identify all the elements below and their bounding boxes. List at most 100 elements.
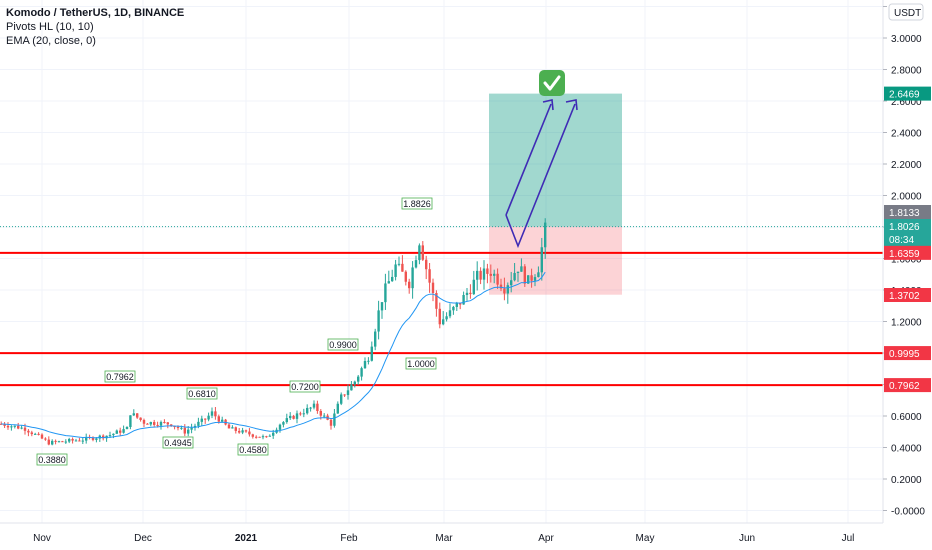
candle-body [122,429,125,433]
stop-zone [489,226,622,295]
symbol-title[interactable]: Komodo / TetherUS, 1D, BINANCE [6,7,185,19]
candle-body [377,310,380,332]
candle-body [23,427,27,431]
candle-body [537,272,540,278]
candle-body [476,270,479,280]
candle-body [78,440,81,442]
candle-body [418,245,421,261]
price-tag-label: 2.6469 [889,90,920,101]
pivot-box [289,380,321,393]
candle-body [482,268,486,280]
candle-body [197,421,200,426]
candle-body [452,306,455,311]
time-tick-label: Apr [538,533,554,544]
candle-body [316,403,319,412]
candle-body [380,302,384,311]
candle-body [47,439,50,445]
candle-body [292,415,295,419]
pivot-box [104,370,136,383]
time-axis[interactable]: Nov Dec 2021 Feb Mar Apr May Jun Jul [0,522,932,550]
candle-body [40,434,44,439]
candle-body [132,413,135,416]
time-tick-label: Jul [842,533,855,544]
candle-body [234,427,237,431]
candle-body [295,413,299,419]
candle-body [170,424,173,427]
candle-body [506,285,509,294]
projection-arrows[interactable] [505,99,578,249]
candle-body [411,267,414,289]
price-tag: 1.8133 [884,205,931,219]
price-tick-label: 2.8000 [891,66,922,77]
price-axis[interactable]: 3.20003.00002.80002.60002.40002.20002.00… [882,0,932,550]
indicator-pivots[interactable]: Pivots HL (10, 10) [6,21,94,33]
candle-body [544,222,547,248]
candle-body [493,273,496,276]
candle-body [408,281,411,289]
candle-body [540,247,543,273]
candle-body [265,436,268,438]
candle-body [91,437,95,440]
candle-body [323,415,326,417]
price-tick-label: 2.6000 [891,97,922,108]
candle-body [391,276,394,282]
candle-body [34,433,37,435]
candle-body [71,438,74,441]
time-tick-label: Nov [33,533,51,544]
candle-body [156,424,159,426]
candle-body [153,422,156,425]
candle-body [302,413,305,415]
candle-body [479,270,482,280]
price-tick-label: 3.0000 [891,34,922,45]
candle-body [214,411,217,417]
time-tick-label: Dec [134,533,152,544]
chart-legend: Komodo / TetherUS, 1D, BINANCE Pivots HL… [6,6,184,48]
candle-body [329,419,333,426]
candle-body [343,394,346,396]
price-tag-label: 1.6359 [889,249,920,260]
candle-body [149,422,152,425]
price-tag-label: 0.9995 [889,349,920,360]
currency-box [888,3,924,21]
candle-body [173,426,176,428]
candle-body [163,422,166,424]
long-position-tool[interactable] [0,93,883,295]
candle-body [438,308,441,325]
pivot-label-low: 0.4580 [237,443,269,456]
candle-body [183,427,186,434]
price-tag-bg [884,346,931,361]
candle-body [523,266,526,284]
candle-body [486,268,489,274]
price-tick-label: 1.6000 [891,255,922,266]
candle-body [469,292,472,295]
pivot-label-high: 0.9900 [327,338,359,351]
candle-body [431,282,435,294]
candle-body [465,292,469,296]
candle-body [394,264,397,277]
price-tag-bg [884,378,931,393]
candle-body [272,432,275,436]
arrow-head [542,99,554,111]
candle-body [350,384,353,391]
candle-body [204,418,207,420]
candle-body [3,423,6,426]
indicator-ema[interactable]: EMA (20, close, 0) [6,35,96,47]
candle-body [200,418,203,422]
price-tag-label: 1.3702 [889,291,920,302]
support-resistance-lines[interactable] [0,251,883,387]
ema-line [1,271,546,439]
candle-body [136,413,139,418]
candle-body [353,381,356,385]
candle-body [346,390,350,395]
candle-body [489,273,492,276]
candle-body [261,436,265,438]
candle-body [187,429,190,434]
price-axis-bg [883,0,932,550]
pivot-label-low: 0.3880 [36,453,68,466]
candle-body [74,440,78,442]
pivot-box [327,338,359,351]
price-tick-label: 0.6000 [891,412,922,423]
time-axis-bg [0,523,932,550]
candle-body [496,273,499,285]
